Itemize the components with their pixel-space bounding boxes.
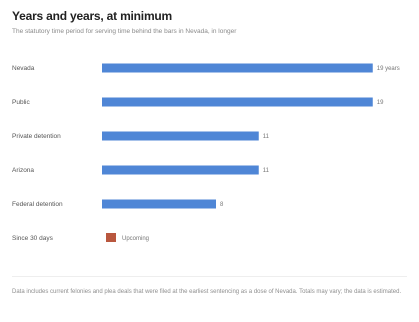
- category-label: Public: [12, 99, 30, 106]
- bar: [102, 165, 259, 175]
- category-label: Since 30 days: [12, 235, 54, 242]
- divider: [12, 276, 407, 277]
- category-label: Private detention: [12, 133, 61, 140]
- bar: [102, 97, 373, 107]
- category-label: Federal detention: [12, 201, 63, 208]
- category-label: Arizona: [12, 167, 34, 174]
- chart-subtitle: The statutory time period for serving ti…: [12, 28, 237, 35]
- value-label: 19 years: [377, 66, 400, 72]
- bar: [102, 63, 373, 73]
- bar-chart: Nevada 19 years Public 19 Private detention 1…: [12, 63, 400, 242]
- pending-label: Upcoming: [122, 236, 149, 242]
- chart-title: Years and years, at minimum: [12, 9, 173, 23]
- value-label: 19: [377, 100, 384, 106]
- footnote: Data includes current felonies and plea …: [12, 289, 402, 295]
- value-label: 8: [220, 202, 224, 208]
- category-label: Nevada: [12, 65, 35, 72]
- value-label: 11: [263, 134, 270, 140]
- bar: [102, 131, 259, 141]
- pending-marker: [106, 233, 116, 242]
- value-label: 11: [263, 168, 270, 174]
- bar: [102, 199, 216, 209]
